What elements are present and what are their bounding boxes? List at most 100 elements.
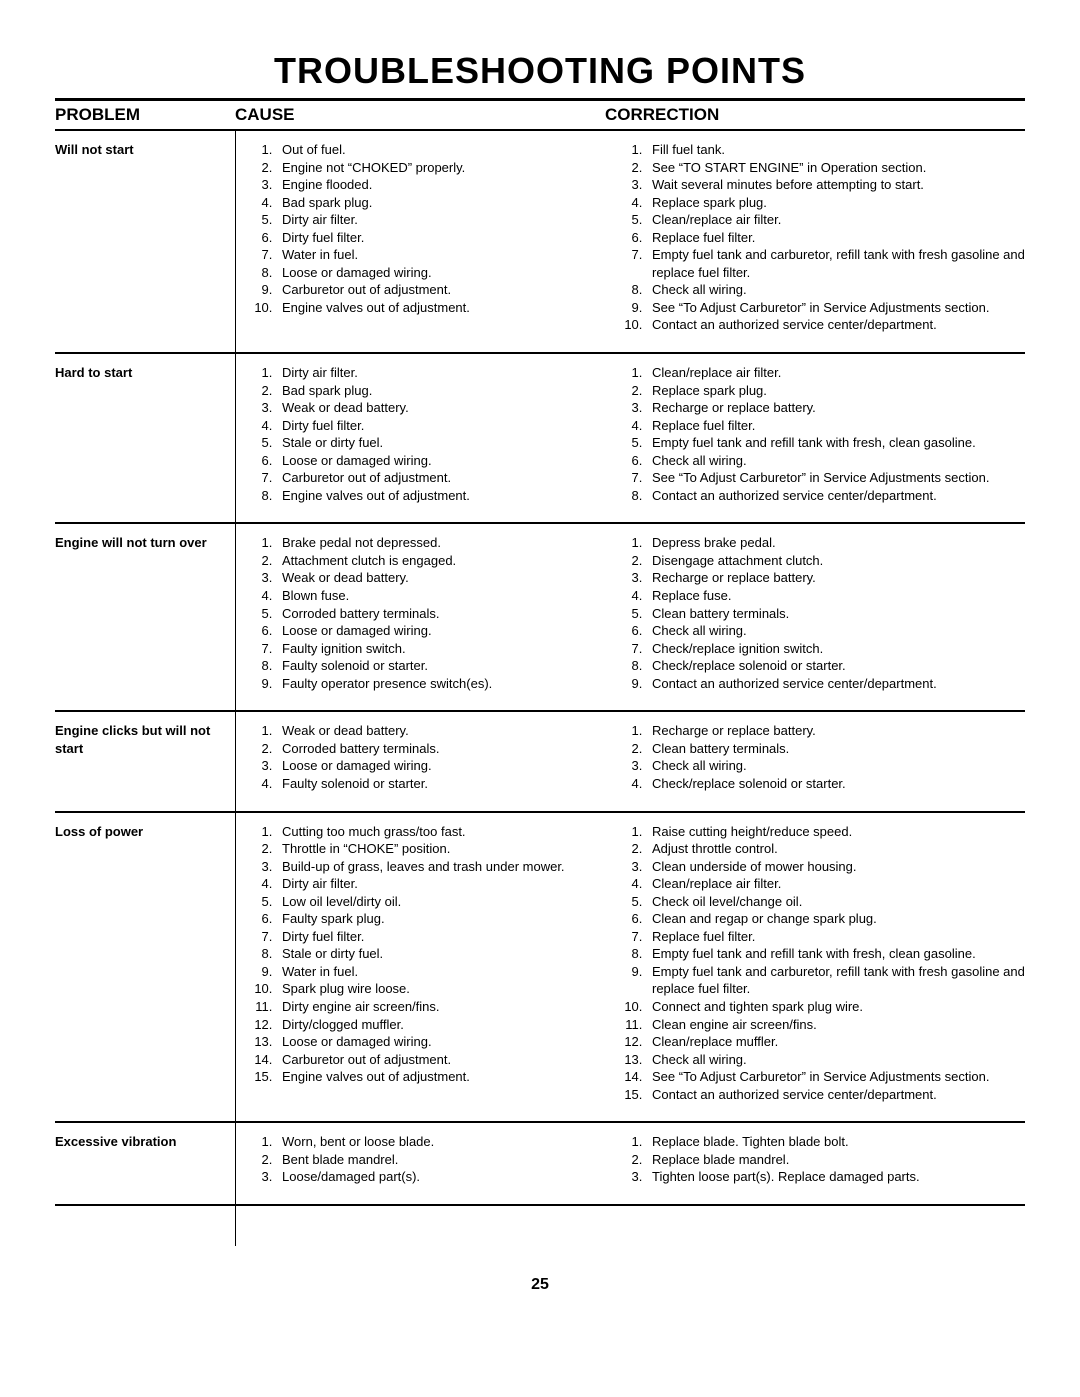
correction-item: Clean and regap or change spark plug. — [646, 910, 1025, 928]
cause-item: Loose or damaged wiring. — [276, 1033, 606, 1051]
cause-item: Dirty fuel filter. — [276, 928, 606, 946]
correction-item: Contact an authorized service center/dep… — [646, 675, 1025, 693]
correction-item: Check all wiring. — [646, 622, 1025, 640]
cause-item: Water in fuel. — [276, 963, 606, 981]
cause-item: Dirty fuel filter. — [276, 417, 606, 435]
cause-item: Dirty engine air screen/fins. — [276, 998, 606, 1016]
correction-item: Raise cutting height/reduce speed. — [646, 823, 1025, 841]
correction-item: Clean battery terminals. — [646, 740, 1025, 758]
troubleshooting-row: Hard to startDirty air filter.Bad spark … — [55, 352, 1025, 522]
cause-item: Carburetor out of adjustment. — [276, 281, 606, 299]
problem-label: Loss of power — [55, 823, 235, 1104]
header-cause: CAUSE — [235, 105, 605, 125]
cause-item: Faulty operator presence switch(es). — [276, 675, 606, 693]
cause-item: Blown fuse. — [276, 587, 606, 605]
column-headers: PROBLEM CAUSE CORRECTION — [55, 101, 1025, 129]
cause-item: Loose or damaged wiring. — [276, 757, 606, 775]
cause-item: Low oil level/dirty oil. — [276, 893, 606, 911]
correction-item: See “To Adjust Carburetor” in Service Ad… — [646, 469, 1025, 487]
troubleshooting-row: Loss of powerCutting too much grass/too … — [55, 811, 1025, 1122]
correction-item: Empty fuel tank and carburetor, refill t… — [646, 246, 1025, 281]
correction-item: Empty fuel tank and refill tank with fre… — [646, 434, 1025, 452]
correction-item: Depress brake pedal. — [646, 534, 1025, 552]
cause-column: Brake pedal not depressed.Attachment clu… — [236, 534, 606, 692]
troubleshooting-row: Engine will not turn overBrake pedal not… — [55, 522, 1025, 710]
correction-item: Contact an authorized service center/dep… — [646, 316, 1025, 334]
cause-item: Cutting too much grass/too fast. — [276, 823, 606, 841]
cause-item: Loose or damaged wiring. — [276, 622, 606, 640]
cause-item: Out of fuel. — [276, 141, 606, 159]
correction-item: Recharge or replace battery. — [646, 399, 1025, 417]
correction-column: Replace blade. Tighten blade bolt.Replac… — [606, 1133, 1025, 1186]
cause-item: Engine valves out of adjustment. — [276, 487, 606, 505]
correction-item: Check/replace solenoid or starter. — [646, 657, 1025, 675]
cause-item: Stale or dirty fuel. — [276, 945, 606, 963]
correction-item: Check/replace ignition switch. — [646, 640, 1025, 658]
correction-item: Replace spark plug. — [646, 194, 1025, 212]
correction-column: Depress brake pedal.Disengage attachment… — [606, 534, 1025, 692]
divider-extension — [55, 1206, 1025, 1246]
cause-item: Stale or dirty fuel. — [276, 434, 606, 452]
cause-item: Engine flooded. — [276, 176, 606, 194]
correction-item: Check/replace solenoid or starter. — [646, 775, 1025, 793]
cause-column: Dirty air filter.Bad spark plug.Weak or … — [236, 364, 606, 504]
correction-column: Recharge or replace battery.Clean batter… — [606, 722, 1025, 792]
cause-item: Faulty ignition switch. — [276, 640, 606, 658]
cause-item: Dirty air filter. — [276, 364, 606, 382]
cause-item: Bad spark plug. — [276, 382, 606, 400]
correction-item: Disengage attachment clutch. — [646, 552, 1025, 570]
cause-item: Bad spark plug. — [276, 194, 606, 212]
correction-column: Fill fuel tank.See “TO START ENGINE” in … — [606, 141, 1025, 334]
cause-item: Dirty air filter. — [276, 875, 606, 893]
problem-label: Engine will not turn over — [55, 534, 235, 692]
correction-item: Clean/replace air filter. — [646, 364, 1025, 382]
correction-item: See “To Adjust Carburetor” in Service Ad… — [646, 1068, 1025, 1086]
cause-item: Build-up of grass, leaves and trash unde… — [276, 858, 606, 876]
cause-item: Dirty fuel filter. — [276, 229, 606, 247]
correction-item: Empty fuel tank and carburetor, refill t… — [646, 963, 1025, 998]
correction-item: Wait several minutes before attempting t… — [646, 176, 1025, 194]
cause-item: Loose/damaged part(s). — [276, 1168, 606, 1186]
cause-item: Faulty solenoid or starter. — [276, 657, 606, 675]
correction-item: Replace fuel filter. — [646, 417, 1025, 435]
correction-item: Recharge or replace battery. — [646, 722, 1025, 740]
cause-item: Corroded battery terminals. — [276, 605, 606, 623]
cause-item: Faulty spark plug. — [276, 910, 606, 928]
troubleshooting-row: Engine clicks but will not startWeak or … — [55, 710, 1025, 810]
correction-item: Clean underside of mower housing. — [646, 858, 1025, 876]
header-correction: CORRECTION — [605, 105, 1025, 125]
correction-item: Clean engine air screen/fins. — [646, 1016, 1025, 1034]
cause-item: Brake pedal not depressed. — [276, 534, 606, 552]
cause-item: Engine not “CHOKED” properly. — [276, 159, 606, 177]
cause-item: Attachment clutch is engaged. — [276, 552, 606, 570]
cause-item: Weak or dead battery. — [276, 399, 606, 417]
correction-column: Raise cutting height/reduce speed.Adjust… — [606, 823, 1025, 1104]
correction-item: See “To Adjust Carburetor” in Service Ad… — [646, 299, 1025, 317]
correction-item: Empty fuel tank and refill tank with fre… — [646, 945, 1025, 963]
page-number: 25 — [55, 1276, 1025, 1294]
cause-item: Corroded battery terminals. — [276, 740, 606, 758]
correction-item: Check oil level/change oil. — [646, 893, 1025, 911]
cause-column: Cutting too much grass/too fast.Throttle… — [236, 823, 606, 1104]
problem-label: Excessive vibration — [55, 1133, 235, 1186]
correction-item: Replace spark plug. — [646, 382, 1025, 400]
correction-item: Replace fuel filter. — [646, 928, 1025, 946]
correction-column: Clean/replace air filter.Replace spark p… — [606, 364, 1025, 504]
cause-item: Loose or damaged wiring. — [276, 264, 606, 282]
correction-item: Check all wiring. — [646, 281, 1025, 299]
correction-item: Replace fuel filter. — [646, 229, 1025, 247]
cause-column: Worn, bent or loose blade.Bent blade man… — [236, 1133, 606, 1186]
troubleshooting-row: Excessive vibrationWorn, bent or loose b… — [55, 1121, 1025, 1204]
correction-item: Replace fuse. — [646, 587, 1025, 605]
troubleshooting-row: Will not startOut of fuel.Engine not “CH… — [55, 129, 1025, 352]
correction-item: Tighten loose part(s). Replace damaged p… — [646, 1168, 1025, 1186]
correction-item: Check all wiring. — [646, 452, 1025, 470]
troubleshooting-table: Will not startOut of fuel.Engine not “CH… — [55, 129, 1025, 1204]
correction-item: Clean/replace muffler. — [646, 1033, 1025, 1051]
cause-item: Dirty/clogged muffler. — [276, 1016, 606, 1034]
correction-item: Clean/replace air filter. — [646, 875, 1025, 893]
cause-item: Engine valves out of adjustment. — [276, 299, 606, 317]
cause-item: Carburetor out of adjustment. — [276, 469, 606, 487]
cause-item: Throttle in “CHOKE” position. — [276, 840, 606, 858]
cause-item: Faulty solenoid or starter. — [276, 775, 606, 793]
